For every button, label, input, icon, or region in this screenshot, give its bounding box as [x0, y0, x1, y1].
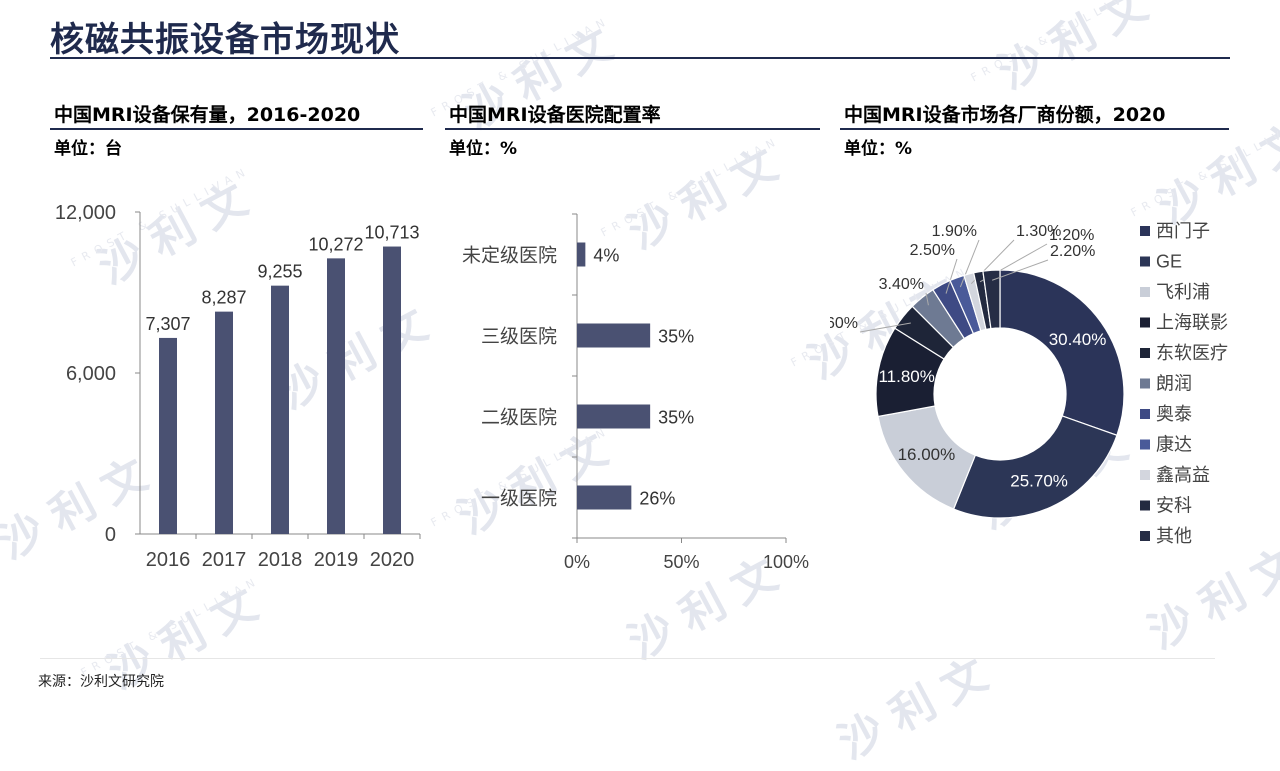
panel-3-title: 中国MRI设备市场各厂商份额，2020: [844, 104, 1166, 126]
slice-value-label: 30.40%: [1049, 330, 1107, 349]
bar: [215, 311, 233, 534]
slice-value-label: 16.00%: [898, 445, 956, 464]
legend-swatch: [1140, 439, 1150, 450]
bar-value-label: 4%: [593, 246, 619, 266]
watermark-en-2: FROST & SULLIVAN: [968, 0, 1153, 85]
slice-value-label: 2.50%: [910, 242, 955, 259]
vendor-market-share-donut-chart: 30.40% 25.70% 16.00% 11.80% 3.60% 3.40% 2.50% 1…: [830, 221, 1228, 546]
legend-label: 奥泰: [1156, 404, 1192, 424]
bar: [327, 258, 345, 534]
legend-swatch: [1140, 317, 1150, 328]
y-tick-label: 12,000: [55, 202, 116, 224]
x-tick-label: 2017: [202, 549, 247, 571]
legend-label: 西门子: [1156, 221, 1210, 241]
panel-2-unit: 单位：%: [449, 139, 518, 159]
category-label: 三级医院: [481, 326, 557, 348]
legend-label: 鑫高益: [1156, 465, 1210, 485]
bar-value-label: 9,255: [257, 262, 302, 282]
y-tick-label: 6,000: [66, 363, 116, 385]
donut-slice: [999, 269, 1125, 437]
slice-value-label: 2.20%: [1050, 243, 1095, 260]
donut-slice: [952, 415, 1118, 519]
legend-swatch: [1140, 226, 1150, 236]
x-tick-label: 2019: [314, 549, 359, 571]
source-note: 来源：沙利文研究院: [38, 674, 164, 690]
title-divider: [50, 57, 1230, 59]
panel-1-unit: 单位：台: [54, 139, 122, 159]
panel-2-rule: [445, 128, 820, 130]
legend-label: 飞利浦: [1156, 282, 1210, 302]
panel-1-rule: [50, 128, 423, 130]
bar: [159, 337, 177, 534]
panel-3-unit: 单位：%: [844, 139, 913, 159]
leader-line: [959, 239, 980, 288]
watermark-en-8: FROST & SULLIVAN: [78, 573, 263, 680]
leader-line: [945, 258, 958, 294]
panel-3-rule: [840, 128, 1229, 130]
watermark-14: 沙利文: [830, 642, 1008, 770]
bar: [577, 323, 651, 348]
legend-label: 安科: [1156, 496, 1192, 516]
legend-label: GE: [1156, 252, 1182, 272]
legend-label: 康达: [1156, 435, 1192, 455]
legend-label: 东软医疗: [1156, 343, 1228, 363]
x-tick-label: 50%: [663, 552, 699, 572]
legend-swatch: [1140, 287, 1150, 297]
bar-value-label: 10,272: [308, 234, 363, 254]
x-tick-label: 100%: [763, 552, 809, 572]
legend-swatch: [1140, 531, 1150, 541]
legend-swatch: [1140, 348, 1150, 358]
hospital-configuration-rate-bar-chart: 未定级医院 4% 三级医院 35% 二级医院 35% 一级医院 26% 0% 50% 100%: [462, 213, 809, 572]
panel-1-title: 中国MRI设备保有量，2016-2020: [54, 104, 361, 126]
bar-value-label: 26%: [639, 489, 675, 509]
leader-line: [925, 292, 929, 306]
category-label: 未定级医院: [462, 245, 557, 267]
slice-value-label: 3.40%: [879, 276, 924, 293]
bar: [577, 242, 586, 267]
slice-value-label: 11.80%: [878, 367, 934, 386]
legend-swatch: [1140, 378, 1150, 389]
bar: [577, 404, 651, 429]
legend-label: 朗润: [1156, 374, 1192, 394]
bar-value-label: 10,713: [364, 223, 419, 243]
bar-value-label: 35%: [658, 327, 694, 347]
category-label: 一级医院: [481, 488, 557, 510]
bar: [383, 246, 401, 535]
bar: [271, 285, 289, 534]
slice-value-label: 3.60%: [830, 315, 858, 332]
y-tick-label: 0: [105, 524, 116, 546]
legend-swatch: [1140, 500, 1150, 511]
x-tick-label: 2020: [370, 549, 415, 571]
footer-divider: [40, 658, 1215, 659]
leader-line: [859, 322, 911, 333]
slice-value-label: 1.20%: [1049, 227, 1094, 244]
legend-swatch: [1140, 256, 1150, 267]
legend-swatch: [1140, 470, 1150, 480]
bar-value-label: 7,307: [145, 314, 190, 334]
slice-value-label: 1.30%: [1016, 223, 1061, 240]
slice-value-label: 25.70%: [1010, 472, 1068, 491]
bar: [577, 485, 632, 510]
bar-value-label: 35%: [658, 408, 694, 428]
slice-value-label: 1.90%: [932, 223, 977, 240]
panel-2-title: 中国MRI设备医院配置率: [449, 104, 661, 126]
leader-line: [991, 259, 1049, 281]
x-tick-label: 2016: [146, 549, 191, 571]
legend-label: 上海联影: [1156, 313, 1228, 333]
legend-swatch: [1140, 409, 1150, 419]
page-title: 核磁共振设备市场现状: [50, 20, 400, 60]
mri-installed-base-bar-chart: 12,000 6,000 0 7,307 2016 8,287 2017 9,255 2018 1…: [55, 202, 421, 571]
category-label: 二级医院: [481, 407, 557, 429]
legend-label: 其他: [1156, 526, 1192, 546]
x-tick-label: 2018: [258, 549, 303, 571]
bar-value-label: 8,287: [201, 288, 246, 308]
x-tick-label: 0%: [564, 552, 590, 572]
donut-slice: [982, 269, 1001, 330]
